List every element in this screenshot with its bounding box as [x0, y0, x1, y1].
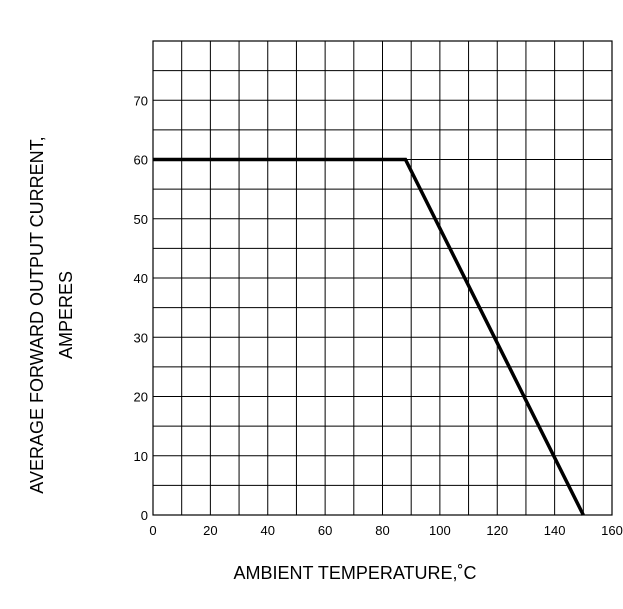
- x-tick-label: 0: [149, 523, 156, 538]
- x-tick-label: 40: [261, 523, 275, 538]
- x-tick-label: 60: [318, 523, 332, 538]
- y-tick-label: 40: [134, 271, 148, 286]
- y-tick-label: 50: [134, 212, 148, 227]
- y-tick-label: 30: [134, 330, 148, 345]
- y-tick-label: 20: [134, 390, 148, 405]
- y-axis-label-line-1: AVERAGE FORWARD OUTPUT CURRENT,: [27, 136, 47, 493]
- y-tick-label: 70: [134, 93, 148, 108]
- y-tick-label: 10: [134, 449, 148, 464]
- grid: [153, 41, 612, 515]
- x-axis-label: AMBIENT TEMPERATURE,˚C: [233, 563, 476, 583]
- x-tick-label: 120: [486, 523, 508, 538]
- series-line: [153, 157, 585, 516]
- tick-labels: 0 20 40 60 80 100 120 140 160 0 10 20 30 40 50 60 70: [134, 93, 623, 538]
- y-tick-label: 60: [134, 153, 148, 168]
- x-tick-label: 140: [544, 523, 566, 538]
- y-axis-label-line-2: AMPERES: [56, 271, 76, 359]
- x-tick-label: 100: [429, 523, 451, 538]
- x-tick-label: 20: [203, 523, 217, 538]
- plot-frame: [152, 40, 613, 516]
- series-group: [153, 157, 585, 516]
- x-tick-label: 80: [375, 523, 389, 538]
- x-tick-label: 160: [601, 523, 623, 538]
- y-tick-label: 0: [141, 508, 148, 523]
